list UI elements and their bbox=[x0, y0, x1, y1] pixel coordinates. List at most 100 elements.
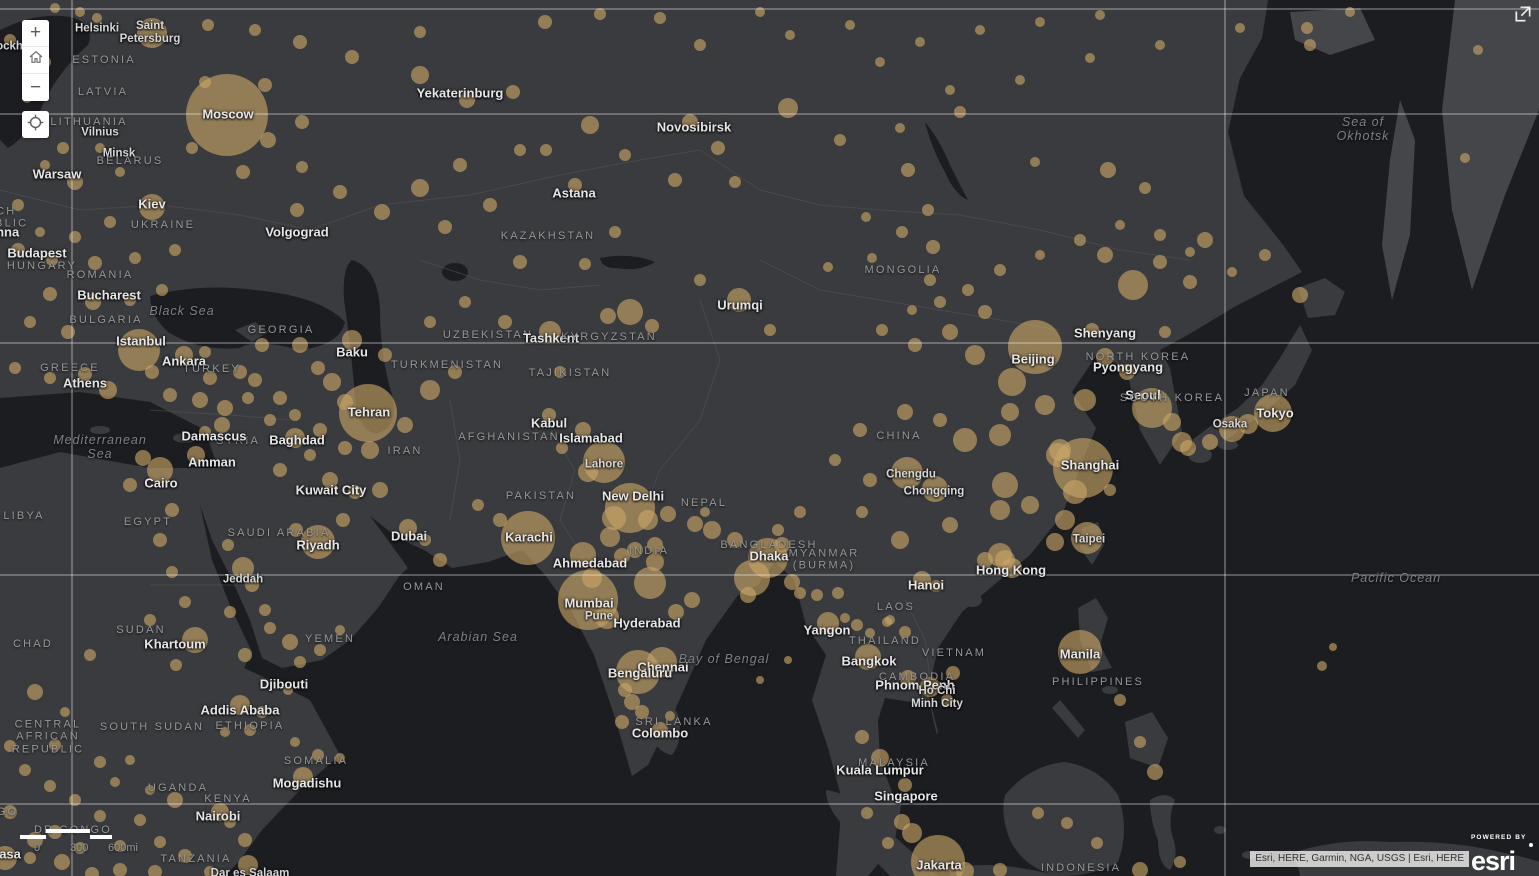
city-bubble[interactable] bbox=[1015, 75, 1025, 85]
city-bubble[interactable] bbox=[145, 785, 155, 795]
city-bubble[interactable] bbox=[186, 74, 268, 156]
city-bubble[interactable] bbox=[256, 706, 268, 718]
city-bubble[interactable] bbox=[618, 683, 632, 697]
city-bubble[interactable] bbox=[11, 243, 25, 257]
home-button[interactable] bbox=[22, 47, 49, 74]
city-bubble[interactable] bbox=[78, 367, 92, 381]
city-bubble[interactable] bbox=[313, 423, 327, 437]
city-bubble[interactable] bbox=[556, 442, 568, 454]
city-bubble[interactable] bbox=[654, 12, 666, 24]
city-bubble[interactable] bbox=[139, 194, 165, 220]
city-bubble[interactable] bbox=[248, 373, 262, 387]
city-bubble[interactable] bbox=[283, 685, 293, 695]
city-bubble[interactable] bbox=[513, 255, 527, 269]
city-bubble[interactable] bbox=[178, 849, 192, 863]
city-bubble[interactable] bbox=[1139, 182, 1151, 194]
city-bubble[interactable] bbox=[1134, 736, 1146, 748]
city-bubble[interactable] bbox=[69, 231, 81, 243]
city-bubble[interactable] bbox=[230, 695, 250, 715]
city-bubble[interactable] bbox=[260, 132, 276, 148]
city-bubble[interactable] bbox=[337, 394, 353, 410]
city-bubble[interactable] bbox=[249, 24, 261, 36]
city-bubble[interactable] bbox=[245, 578, 259, 592]
city-bubble[interactable] bbox=[24, 316, 36, 328]
city-bubble[interactable] bbox=[1001, 403, 1019, 421]
city-bubble[interactable] bbox=[289, 523, 303, 537]
city-bubble[interactable] bbox=[602, 506, 626, 530]
city-bubble[interactable] bbox=[322, 472, 338, 488]
city-bubble[interactable] bbox=[1100, 162, 1116, 178]
city-bubble[interactable] bbox=[1095, 10, 1105, 20]
city-bubble[interactable] bbox=[1035, 395, 1055, 415]
city-bubble[interactable] bbox=[727, 532, 743, 548]
city-bubble[interactable] bbox=[871, 749, 889, 767]
city-bubble[interactable] bbox=[865, 628, 875, 638]
city-bubble[interactable] bbox=[568, 178, 582, 192]
city-bubble[interactable] bbox=[118, 329, 160, 371]
city-bubble[interactable] bbox=[50, 3, 60, 13]
city-bubble[interactable] bbox=[1345, 7, 1355, 17]
city-bubble[interactable] bbox=[694, 274, 706, 286]
city-bubble[interactable] bbox=[1153, 255, 1167, 269]
city-bubble[interactable] bbox=[922, 204, 934, 216]
city-bubble[interactable] bbox=[946, 666, 960, 680]
city-bubble[interactable] bbox=[1180, 440, 1196, 456]
city-bubble[interactable] bbox=[794, 506, 806, 518]
city-bubble[interactable] bbox=[44, 780, 56, 792]
city-bubble[interactable] bbox=[238, 648, 252, 662]
city-bubble[interactable] bbox=[1074, 234, 1086, 246]
city-bubble[interactable] bbox=[926, 240, 940, 254]
city-bubble[interactable] bbox=[942, 517, 958, 533]
city-bubble[interactable] bbox=[891, 457, 923, 489]
city-bubble[interactable] bbox=[647, 647, 677, 677]
city-bubble[interactable] bbox=[995, 550, 1015, 570]
city-bubble[interactable] bbox=[540, 144, 552, 156]
city-bubble[interactable] bbox=[1159, 326, 1171, 338]
city-bubble[interactable] bbox=[345, 50, 359, 64]
city-bubble[interactable] bbox=[794, 587, 806, 599]
city-bubble[interactable] bbox=[294, 656, 306, 668]
city-bubble[interactable] bbox=[891, 531, 909, 549]
city-bubble[interactable] bbox=[433, 553, 447, 567]
city-bubble[interactable] bbox=[399, 519, 417, 537]
city-bubble[interactable] bbox=[137, 18, 167, 48]
city-bubble[interactable] bbox=[259, 604, 271, 616]
city-bubble[interactable] bbox=[49, 739, 61, 751]
city-bubble[interactable] bbox=[647, 537, 663, 553]
city-bubble[interactable] bbox=[1219, 416, 1245, 442]
city-bubble[interactable] bbox=[24, 852, 36, 864]
city-bubble[interactable] bbox=[856, 506, 868, 518]
city-bubble[interactable] bbox=[934, 296, 946, 308]
city-bubble[interactable] bbox=[4, 740, 16, 752]
city-bubble[interactable] bbox=[67, 174, 83, 190]
city-bubble[interactable] bbox=[167, 792, 183, 808]
city-bubble[interactable] bbox=[907, 305, 917, 315]
city-bubble[interactable] bbox=[0, 846, 17, 870]
city-bubble[interactable] bbox=[304, 449, 316, 461]
city-bubble[interactable] bbox=[459, 296, 471, 308]
city-bubble[interactable] bbox=[845, 20, 855, 30]
city-bubble[interactable] bbox=[882, 837, 894, 849]
city-bubble[interactable] bbox=[1104, 484, 1116, 496]
city-bubble[interactable] bbox=[372, 482, 388, 498]
city-bubble[interactable] bbox=[61, 325, 75, 339]
city-bubble[interactable] bbox=[785, 30, 795, 40]
city-bubble[interactable] bbox=[700, 507, 710, 517]
city-bubble[interactable] bbox=[855, 730, 869, 744]
city-bubble[interactable] bbox=[1074, 389, 1096, 411]
city-bubble[interactable] bbox=[953, 428, 977, 452]
city-bubble[interactable] bbox=[1147, 764, 1163, 780]
city-bubble[interactable] bbox=[289, 409, 301, 421]
city-bubble[interactable] bbox=[901, 163, 915, 177]
city-bubble[interactable] bbox=[1085, 323, 1099, 337]
city-bubble[interactable] bbox=[829, 454, 841, 466]
city-bubble[interactable] bbox=[104, 216, 116, 228]
city-bubble[interactable] bbox=[453, 158, 467, 172]
city-bubble[interactable] bbox=[1473, 45, 1483, 55]
city-bubble[interactable] bbox=[1096, 348, 1114, 366]
city-bubble[interactable] bbox=[875, 57, 885, 67]
city-bubble[interactable] bbox=[242, 392, 254, 404]
city-bubble[interactable] bbox=[646, 553, 664, 571]
city-bubble[interactable] bbox=[264, 622, 276, 634]
city-bubble[interactable] bbox=[915, 37, 925, 47]
